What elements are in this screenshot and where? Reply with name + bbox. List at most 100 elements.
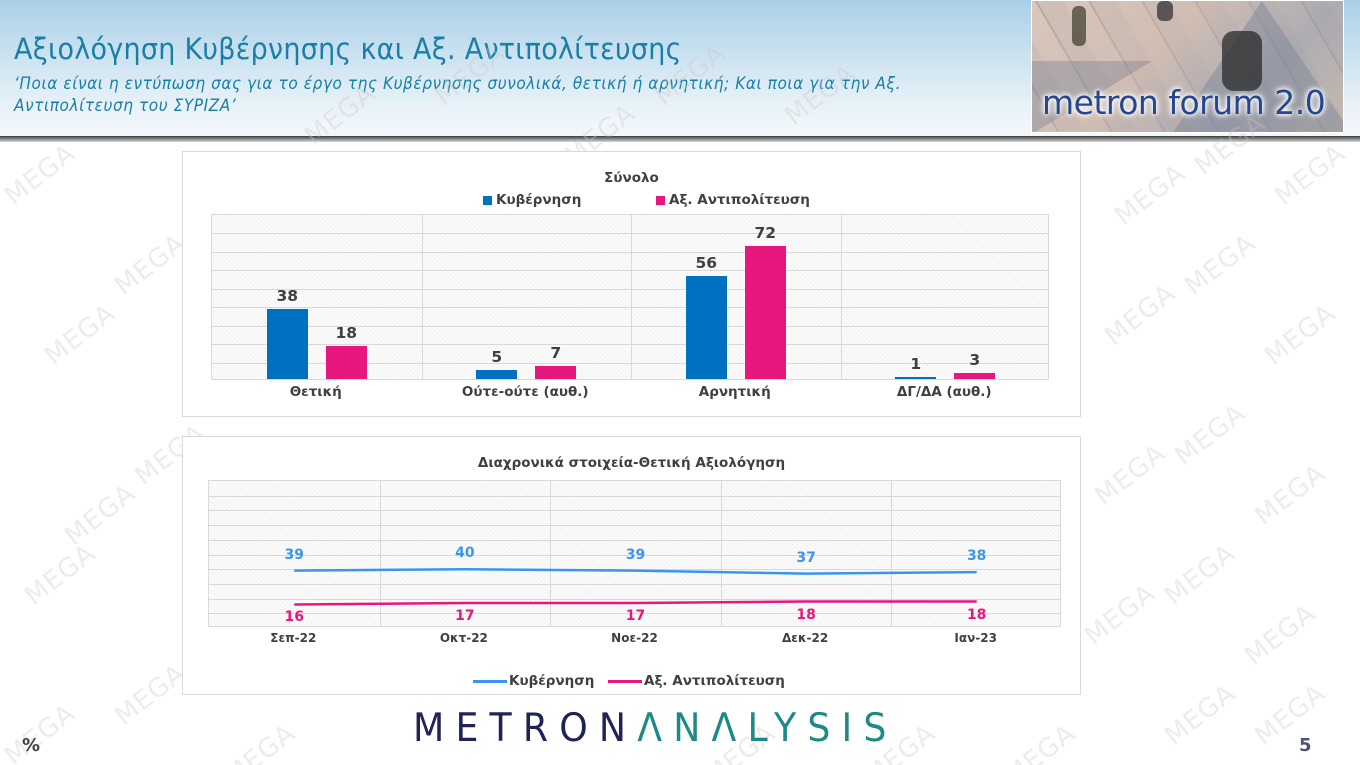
point-value-label: 38 — [966, 548, 987, 565]
watermark-text: MEGA — [1179, 228, 1262, 302]
header-divider — [0, 136, 1360, 142]
line-legend-item-government: Κυβέρνηση — [473, 673, 594, 689]
logo-decor — [1032, 61, 1152, 132]
gridline — [840, 215, 842, 379]
bar-value-label: 7 — [550, 344, 562, 363]
legend-label: Αξ. Αντιπολίτευση — [644, 673, 785, 689]
slide-title: Αξιολόγηση Κυβέρνησης και Αξ. Αντιπολίτε… — [14, 32, 682, 66]
bar-opposition — [325, 345, 367, 379]
bar-government — [476, 369, 518, 379]
legend-label: Κυβέρνηση — [509, 673, 595, 689]
line-series-canvas — [294, 567, 977, 606]
legend-label: Αξ. Αντιπολίτευση — [669, 192, 810, 208]
bar-value-label: 38 — [276, 286, 299, 305]
bar-opposition — [744, 246, 786, 379]
gridline — [212, 307, 1048, 309]
x-tick-label: Σεπ-22 — [270, 631, 317, 645]
point-value-label: 40 — [455, 545, 475, 562]
gridline — [209, 539, 1060, 541]
category-label: Θετική — [289, 384, 342, 400]
x-tick-label: Δεκ-22 — [782, 631, 829, 645]
logo-text: metron forum 2.0 — [1042, 83, 1326, 122]
watermark-text: MEGA — [0, 138, 82, 212]
gridline — [212, 251, 1048, 253]
watermark-text: MEGA — [109, 228, 192, 302]
metron-forum-logo: metron forum 2.0 — [1031, 0, 1344, 133]
gridline — [209, 510, 1060, 512]
brand-part1: METRON — [413, 706, 638, 751]
gridline — [421, 215, 423, 379]
gridline — [891, 481, 893, 626]
bar-value-label: 72 — [754, 224, 777, 243]
gridline — [212, 325, 1048, 327]
watermark-text: MEGA — [219, 718, 302, 765]
watermark-text: MEGA — [1249, 458, 1332, 532]
logo-figure — [1222, 31, 1262, 91]
category-label: Αρνητική — [698, 384, 771, 400]
bar-value-label: 1 — [910, 355, 922, 374]
logo-figure — [1157, 1, 1173, 21]
point-value-label: 17 — [625, 608, 646, 624]
watermark-text: MEGA — [1169, 398, 1252, 472]
watermark-text: MEGA — [19, 538, 102, 612]
gridline — [212, 288, 1048, 290]
point-value-label: 18 — [966, 606, 987, 623]
watermark-text: MEGA — [1239, 598, 1322, 672]
watermark-text: MEGA — [39, 298, 122, 372]
bar-opposition — [954, 373, 996, 379]
bar-legend-item-government: Κυβέρνηση — [483, 192, 581, 208]
watermark-text: MEGA — [1159, 538, 1242, 612]
point-value-label: 18 — [796, 606, 816, 623]
gridline — [379, 481, 381, 626]
watermark-text: MEGA — [1249, 678, 1332, 752]
watermark-text: MEGA — [999, 718, 1082, 765]
point-value-label: 37 — [796, 549, 816, 566]
gridline — [209, 583, 1060, 585]
gridline — [212, 344, 1048, 346]
watermark-text: MEGA — [0, 698, 82, 765]
bar-value-label: 3 — [969, 351, 981, 370]
category-label: Ούτε-ούτε (αυθ.) — [461, 384, 589, 400]
watermark-text: MEGA — [109, 658, 192, 732]
point-value-label: 16 — [284, 609, 305, 626]
bar-government — [266, 308, 308, 379]
x-tick-label: Οκτ-22 — [439, 631, 488, 645]
gridline — [212, 362, 1048, 364]
bar-legend-item-opposition: Αξ. Αντιπολίτευση — [656, 192, 810, 208]
point-value-label: 39 — [625, 546, 646, 563]
legend-label: Κυβέρνηση — [496, 192, 582, 208]
point-value-label: 17 — [455, 608, 475, 624]
bar-chart-panel: Σύνολο Κυβέρνηση Αξ. Αντιπολίτευση 38 18 5… — [182, 151, 1081, 417]
gridline — [209, 495, 1060, 497]
watermark-text: MEGA — [1079, 578, 1162, 652]
gridline — [550, 481, 552, 626]
watermark-text: MEGA — [1269, 138, 1352, 212]
watermark-text: MEGA — [1259, 298, 1342, 372]
metron-analysis-logo: METRONΛNΛLYSIS — [413, 706, 898, 751]
gridline — [720, 481, 722, 626]
category-label: ΔΓ/ΔΑ (αυθ.) — [896, 384, 992, 400]
watermark-text: MEGA — [1099, 278, 1182, 352]
line-chart-title: Διαχρονικά στοιχεία-Θετική Αξιολόγηση — [477, 455, 786, 471]
watermark-text: MEGA — [1159, 678, 1242, 752]
page-number: 5 — [1299, 735, 1312, 756]
unit-label: % — [22, 735, 41, 756]
brand-part2: ΛNΛLYSIS — [637, 706, 898, 751]
gridline — [631, 215, 632, 379]
watermark-text: MEGA — [1109, 158, 1192, 232]
line-opposition — [294, 600, 977, 606]
legend-swatch-icon — [483, 195, 492, 205]
bar-government — [895, 377, 937, 379]
bar-value-label: 5 — [491, 347, 503, 366]
legend-line-icon — [473, 679, 507, 683]
x-tick-label: Ιαν-23 — [954, 631, 997, 645]
line-plot-area: 39 40 39 37 38 16 17 17 18 18 — [208, 480, 1061, 627]
gridline — [209, 598, 1060, 600]
bar-value-label: 56 — [695, 253, 718, 272]
gridline — [212, 270, 1048, 272]
point-value-label: 39 — [284, 546, 305, 563]
gridline — [209, 525, 1060, 527]
line-government — [294, 567, 977, 575]
bar-plot-area: 38 18 5 7 56 72 1 3 — [211, 214, 1049, 380]
gridline — [209, 554, 1060, 556]
